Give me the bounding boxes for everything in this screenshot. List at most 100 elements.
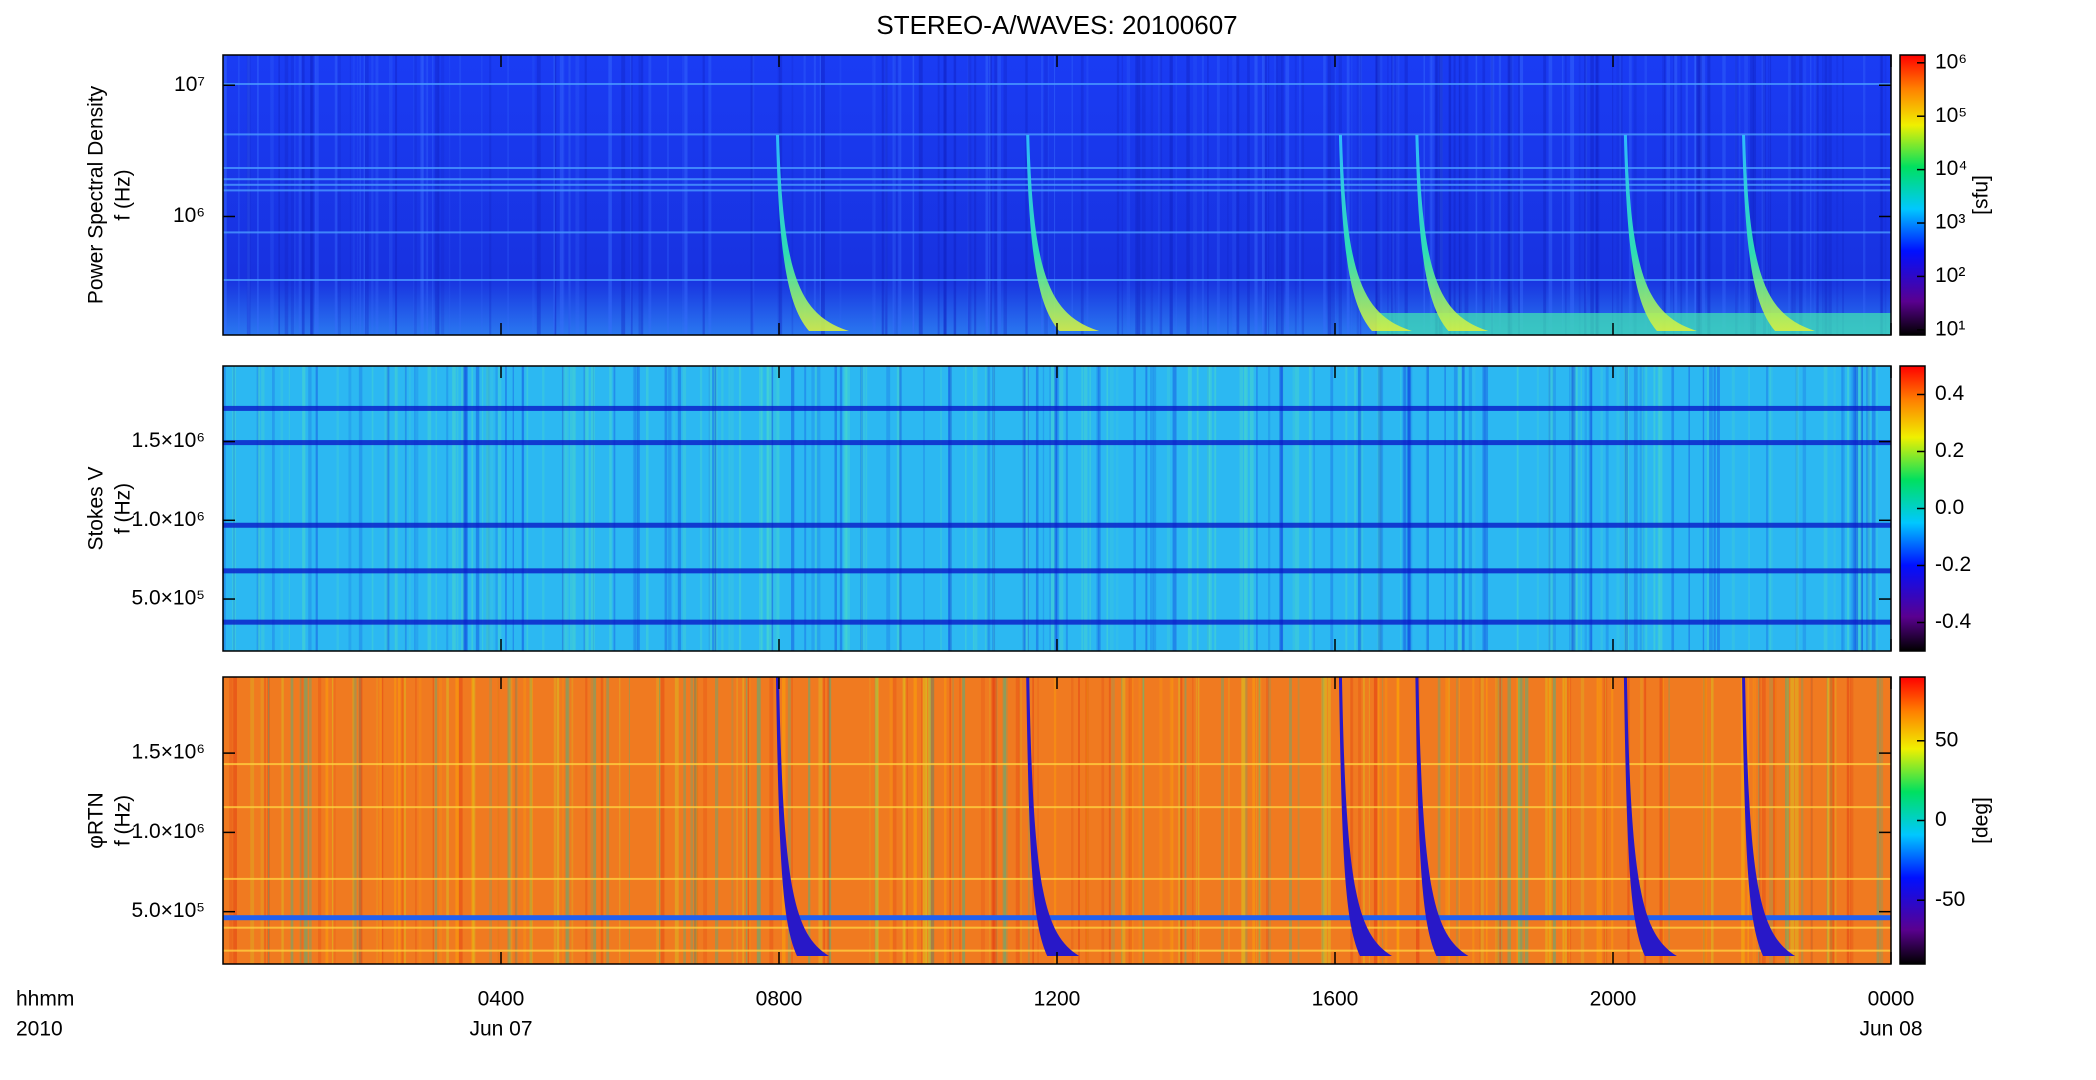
burst: [1338, 135, 1412, 331]
noise: [967, 55, 970, 335]
noise: [847, 366, 851, 651]
noise: [439, 677, 443, 964]
noise: [1187, 366, 1192, 651]
noise: [1327, 55, 1332, 335]
noise: [299, 677, 302, 964]
band: [223, 915, 1891, 921]
noise: [1458, 366, 1462, 651]
noise: [903, 677, 906, 964]
noise: [1496, 677, 1499, 964]
noise: [1584, 366, 1587, 651]
noise: [1696, 55, 1700, 335]
burst: [1623, 135, 1697, 331]
noise: [1394, 55, 1398, 335]
noise: [1085, 677, 1089, 964]
noise: [471, 677, 475, 964]
noise: [1313, 366, 1315, 651]
noise: [749, 677, 751, 964]
noise: [569, 366, 573, 651]
noise: [1788, 55, 1792, 335]
noise: [526, 366, 529, 651]
noise: [834, 366, 838, 651]
noise: [1641, 366, 1644, 651]
noise: [1653, 366, 1656, 651]
noise: [300, 677, 304, 964]
spectrogram: [223, 677, 1891, 964]
burst: [1415, 135, 1489, 331]
noise: [1439, 55, 1444, 335]
noise: [402, 677, 404, 964]
noise: [1700, 55, 1704, 335]
noise: [1362, 677, 1365, 964]
noise: [394, 366, 399, 651]
noise: [315, 55, 319, 335]
colorbar-tick-label: -50: [1935, 888, 1965, 911]
noise: [862, 366, 865, 651]
y-tick-label: 10⁷: [174, 73, 205, 96]
x-tick-label: 1600: [1312, 988, 1359, 1011]
noise: [715, 677, 719, 964]
noise: [553, 55, 556, 335]
noise: [1301, 55, 1305, 335]
noise: [1407, 366, 1410, 651]
noise: [993, 677, 997, 964]
noise: [1491, 55, 1493, 335]
band: [223, 279, 1891, 281]
noise: [1444, 366, 1446, 651]
noise: [816, 366, 821, 651]
noise: [1241, 677, 1246, 964]
y-axis-title: f (Hz): [112, 483, 135, 534]
noise: [1851, 677, 1854, 964]
noise: [1376, 55, 1381, 335]
noise: [446, 366, 449, 651]
noise: [1268, 55, 1270, 335]
noise: [512, 366, 514, 651]
noise: [1247, 55, 1250, 335]
noise: [742, 677, 745, 964]
noise: [1133, 366, 1136, 651]
noise: [1546, 677, 1551, 964]
noise: [315, 366, 318, 651]
noise: [869, 677, 871, 964]
noise: [621, 55, 626, 335]
noise: [1158, 55, 1161, 335]
noise: [1239, 366, 1244, 651]
noise: [989, 55, 992, 335]
noise: [1516, 677, 1520, 964]
noise: [1830, 677, 1835, 964]
noise: [925, 677, 927, 964]
noise: [1035, 366, 1039, 651]
colorbar-tick-label: 50: [1935, 728, 1958, 751]
noise: [974, 55, 977, 335]
noise: [1698, 55, 1703, 335]
y-axis-title: f (Hz): [112, 169, 135, 220]
noise: [1003, 677, 1008, 964]
noise: [1106, 366, 1109, 651]
noise: [448, 55, 451, 335]
noise: [1734, 55, 1737, 335]
burst: [1026, 677, 1080, 956]
noise: [1379, 366, 1384, 651]
noise: [441, 55, 445, 335]
noise: [1055, 366, 1057, 651]
noise: [1377, 677, 1380, 964]
noise: [256, 366, 260, 651]
noise: [560, 55, 564, 335]
noise: [922, 677, 927, 964]
noise: [1472, 366, 1476, 651]
noise: [1468, 366, 1472, 651]
noise: [1037, 677, 1039, 964]
noise: [1518, 677, 1522, 964]
noise: [1795, 366, 1799, 651]
noise: [1384, 677, 1388, 964]
noise: [1548, 366, 1551, 651]
band: [223, 926, 1891, 929]
noise: [1858, 366, 1862, 651]
noise: [290, 677, 294, 964]
noise: [1396, 677, 1400, 964]
noise: [1475, 55, 1478, 335]
noise: [505, 366, 507, 651]
noise: [394, 677, 397, 964]
noise: [843, 366, 848, 651]
noise: [962, 677, 966, 964]
